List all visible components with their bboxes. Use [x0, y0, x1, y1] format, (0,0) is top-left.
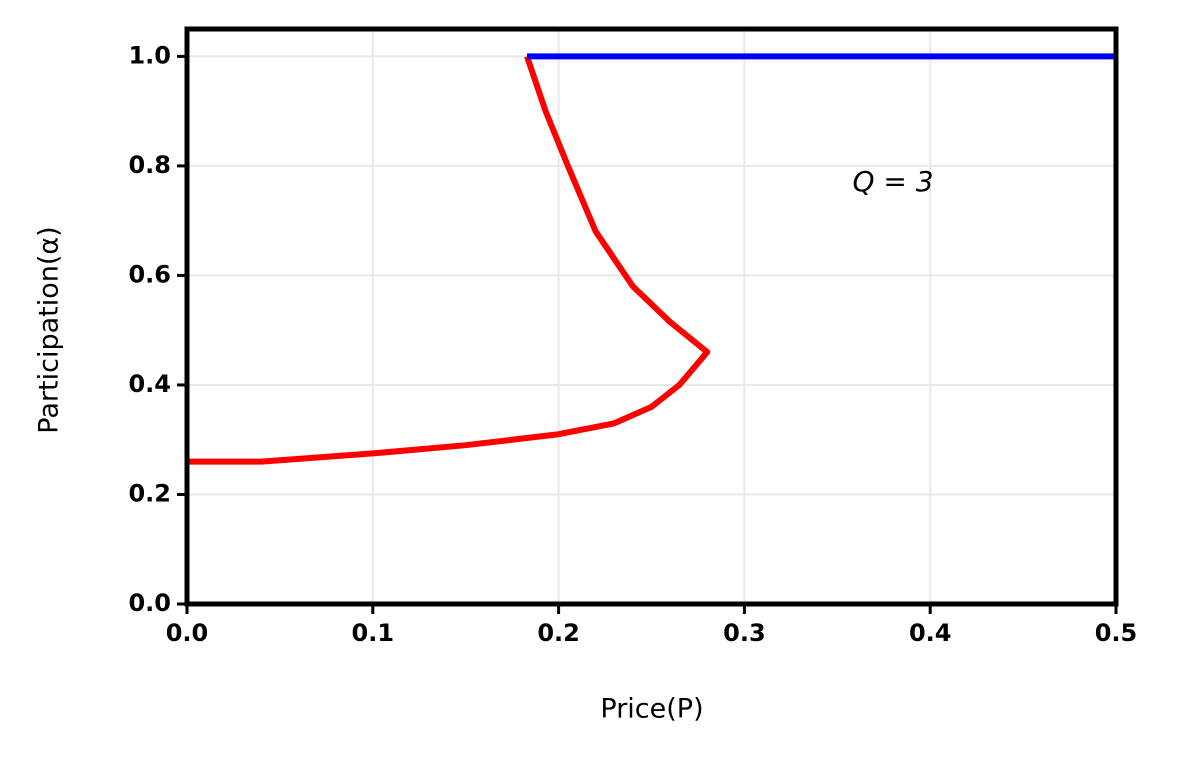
y-tick-label: 0.4 [128, 370, 171, 398]
y-axis-label: Participation(α) [34, 226, 65, 433]
y-tick-label: 0.0 [128, 589, 171, 617]
y-tick-label: 1.0 [128, 41, 171, 69]
y-tick-label: 0.8 [128, 151, 171, 179]
x-tick-label: 0.1 [352, 619, 395, 647]
x-tick-label: 0.5 [1095, 619, 1138, 647]
x-tick-label: 0.4 [909, 619, 952, 647]
x-tick-label: 0.3 [723, 619, 766, 647]
y-tick-label: 0.2 [128, 479, 171, 507]
annotation: Q = 3 [852, 165, 933, 198]
x-axis-label: Price(P) [600, 694, 703, 725]
x-tick-label: 0.0 [166, 619, 209, 647]
plot-frame [184, 26, 1119, 607]
y-tick-label: 0.6 [128, 260, 171, 288]
line-series [187, 55, 711, 465]
x-tick-label: 0.2 [537, 619, 580, 647]
